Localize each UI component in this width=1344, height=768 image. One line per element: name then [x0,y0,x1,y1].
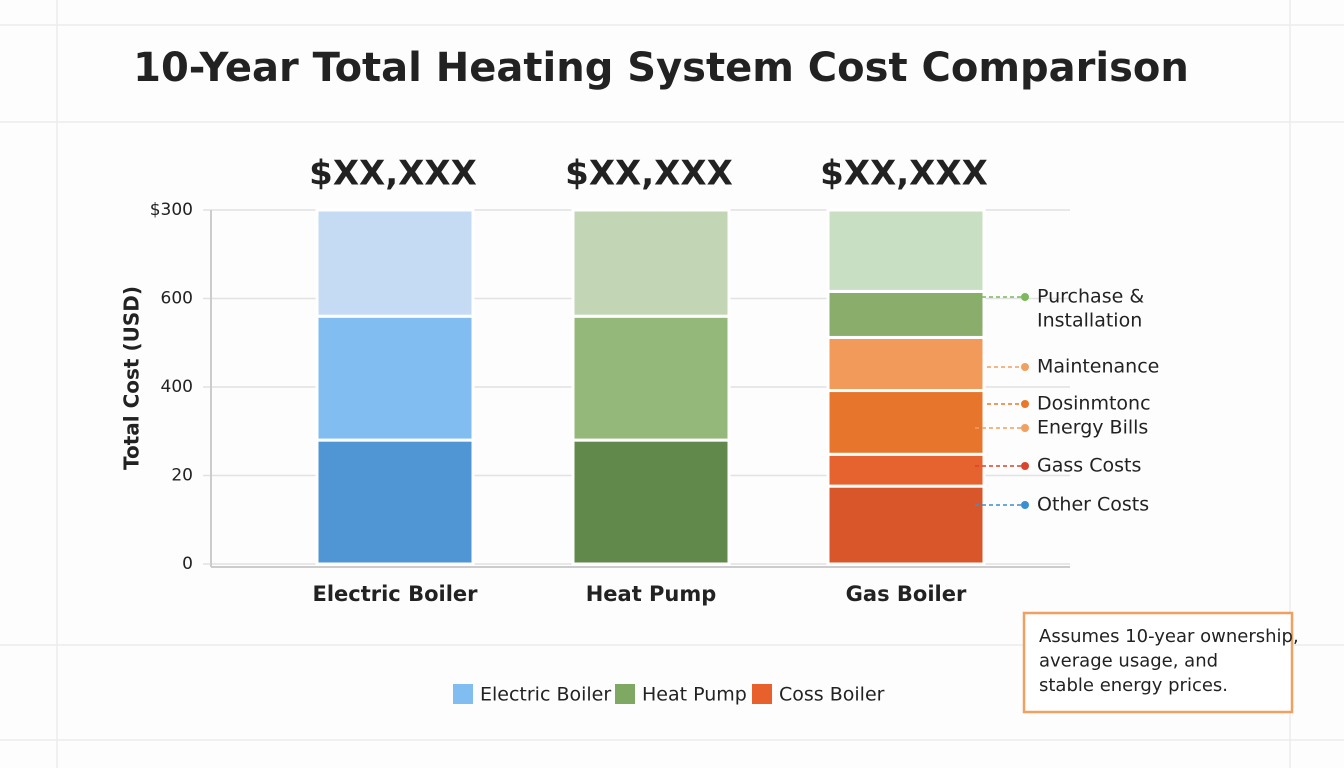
annotation-dot [1021,462,1029,470]
annotation-dot [1021,501,1029,509]
legend-label: Coss Boiler [779,684,885,706]
bar-segment [315,438,475,566]
y-tick-label: 400 [161,377,193,397]
legend-swatch [615,684,635,704]
annotation-dot [1021,293,1029,301]
y-tick-label: $300 [150,200,193,220]
bar-segment [826,452,986,488]
annotation-dot [1021,400,1029,408]
annotation-dot [1021,424,1029,432]
legend-swatch [453,684,473,704]
note-text: average usage, and [1039,651,1218,672]
total-label: $XX,XXX [820,154,988,194]
bar-segment [826,289,986,339]
annotation-text: Other Costs [1037,494,1149,516]
total-label: $XX,XXX [309,154,477,194]
bar-segment [571,314,731,442]
note-text: stable energy prices. [1039,675,1228,696]
y-tick-label: 600 [161,289,193,309]
y-axis-label: Total Cost (USD) [120,286,144,470]
annotation-text: Energy Bills [1037,417,1148,439]
y-tick-label: 0 [182,554,193,574]
annotation-text: Purchase & [1037,286,1144,308]
y-tick-label: 20 [171,466,193,486]
bar-segment [826,208,986,293]
total-label: $XX,XXX [565,154,733,194]
annotation-text: Maintenance [1037,356,1159,378]
bar-segment [826,484,986,566]
bar-segment [315,314,475,442]
chart-title: 10-Year Total Heating System Cost Compar… [133,45,1189,91]
x-tick-label: Heat Pump [586,582,717,606]
bar-segment [571,438,731,566]
bar-segment [826,335,986,393]
annotation-text: Gass Costs [1037,455,1141,477]
note-text: Assumes 10-year ownership, [1039,626,1299,647]
legend-label: Heat Pump [642,684,747,706]
legend-label: Electric Boiler [480,684,611,706]
x-tick-label: Gas Boiler [846,582,967,606]
bar-segment [826,389,986,456]
annotation-text: Installation [1037,310,1142,332]
annotation-text: Dosinmtonc [1037,393,1151,415]
bar-segment [315,208,475,318]
bar-segment [571,208,731,318]
x-tick-label: Electric Boiler [312,582,478,606]
legend-swatch [752,684,772,704]
note-box [1022,611,1294,714]
annotation-dot [1021,363,1029,371]
